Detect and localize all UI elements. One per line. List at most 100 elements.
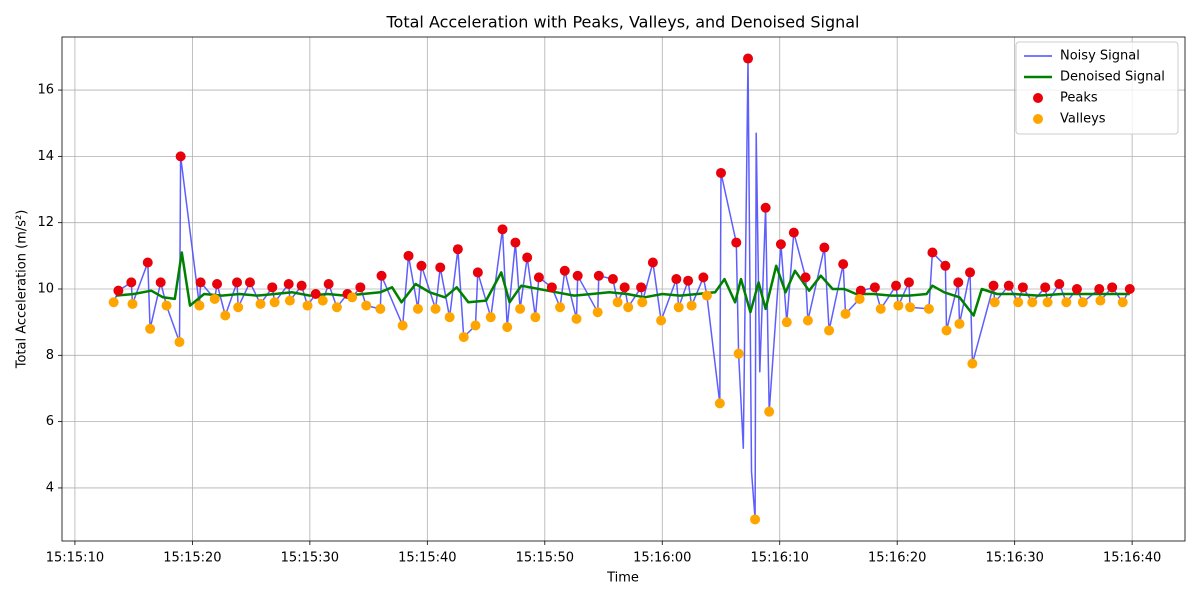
scatter-point: [891, 280, 902, 291]
scatter-point: [1003, 280, 1014, 291]
scatter-point: [403, 250, 414, 261]
x-tick-label: 15:15:10: [46, 551, 104, 566]
scatter-point: [233, 302, 244, 313]
scatter-point: [533, 272, 544, 283]
scatter-point: [954, 318, 965, 329]
scatter-point: [927, 247, 938, 258]
scatter-point: [412, 303, 423, 314]
x-tick-label: 15:16:40: [1103, 551, 1161, 566]
scatter-point: [284, 295, 295, 306]
x-tick-label: 15:15:50: [516, 551, 574, 566]
scatter-point: [347, 292, 358, 303]
legend-label: Valleys: [1060, 112, 1106, 127]
scatter-point: [1094, 284, 1105, 294]
scatter-point: [530, 312, 541, 323]
scatter-point: [212, 279, 223, 290]
scatter-point: [195, 277, 206, 288]
scatter-point: [764, 406, 775, 417]
x-tick-label: 15:16:10: [751, 551, 809, 566]
scatter-point: [1095, 295, 1106, 306]
scatter-point: [472, 267, 483, 278]
x-tick-label: 15:16:00: [633, 551, 691, 566]
scatter-point: [323, 279, 334, 290]
y-tick-label: 16: [37, 83, 54, 98]
scatter-point: [232, 277, 243, 288]
scatter-point: [941, 325, 952, 336]
scatter-point: [127, 298, 138, 309]
scatter-point: [781, 317, 792, 328]
scatter-point: [965, 267, 976, 278]
scatter-point: [869, 282, 880, 293]
scatter-point: [209, 293, 220, 304]
legend: Noisy Signal Denoised Signal Peaks Valleys: [1015, 41, 1179, 135]
legend-box: [1015, 41, 1179, 135]
scatter-point: [683, 275, 694, 286]
y-tick-label: 10: [37, 282, 54, 297]
x-tick-label: 15:15:30: [281, 551, 339, 566]
scatter-point: [376, 270, 387, 281]
scatter-point: [698, 272, 709, 283]
scatter-point: [244, 277, 255, 288]
x-tick-label: 15:15:40: [398, 551, 456, 566]
scatter-point: [1117, 297, 1128, 308]
scatter-point: [113, 285, 124, 296]
scatter-point: [220, 310, 231, 321]
scatter-point: [953, 277, 964, 288]
legend-marker: [1033, 93, 1043, 103]
y-tick-label: 12: [37, 215, 54, 230]
scatter-point: [903, 277, 914, 288]
scatter-point: [802, 315, 813, 326]
scatter-point: [1077, 297, 1088, 308]
scatter-point: [637, 297, 648, 308]
scatter-point: [145, 323, 156, 334]
scatter-point: [375, 303, 386, 314]
scatter-point: [647, 257, 658, 268]
scatter-point: [555, 302, 566, 313]
x-tick-label: 15:16:30: [985, 551, 1043, 566]
scatter-point: [760, 202, 771, 213]
scatter-point: [1054, 279, 1065, 290]
scatter-point: [1061, 297, 1072, 308]
plot-marks: [108, 53, 1135, 525]
scatter-point: [715, 167, 726, 178]
y-tick-label: 4: [46, 480, 54, 495]
scatter-point: [714, 398, 725, 409]
ticks: 15:15:10 15:15:20 15:15:30 15:15:40 15:15:50…: [37, 83, 1161, 566]
scatter-point: [155, 277, 166, 288]
legend-label: Denoised Signal: [1060, 70, 1165, 85]
scatter-point: [619, 282, 630, 293]
legend-marker: [1033, 114, 1043, 124]
scatter-point: [444, 312, 455, 323]
scatter-point: [788, 227, 799, 238]
scatter-point: [875, 303, 886, 314]
scatter-point: [331, 302, 342, 313]
scatter-point: [416, 260, 427, 271]
scatter-point: [686, 300, 697, 311]
y-tick-label: 8: [46, 348, 54, 363]
x-tick-label: 15:16:20: [868, 551, 926, 566]
scatter-point: [636, 282, 647, 293]
scatter-point: [515, 303, 526, 314]
x-tick-label: 15:15:20: [163, 551, 221, 566]
scatter-point: [108, 297, 119, 308]
scatter-point: [546, 282, 557, 293]
scatter-point: [592, 307, 603, 318]
scatter-point: [452, 244, 463, 255]
scatter-point: [656, 315, 667, 326]
scatter-point: [571, 313, 582, 324]
scatter-point: [854, 293, 865, 304]
legend-label: Noisy Signal: [1060, 49, 1140, 64]
y-axis-label: Total Acceleration (m/s²): [15, 210, 30, 370]
scatter-point: [310, 288, 321, 299]
scatter-point: [731, 237, 742, 248]
scatter-point: [355, 282, 366, 293]
scatter-point: [269, 297, 280, 308]
scatter-point: [522, 252, 533, 263]
scatter-point: [701, 290, 712, 301]
scatter-point: [1042, 297, 1053, 308]
scatter-point: [1071, 284, 1082, 294]
scatter-point: [607, 274, 618, 285]
scatter-point: [1107, 282, 1118, 293]
scatter-point: [126, 277, 137, 288]
series-line: [115, 251, 1130, 317]
